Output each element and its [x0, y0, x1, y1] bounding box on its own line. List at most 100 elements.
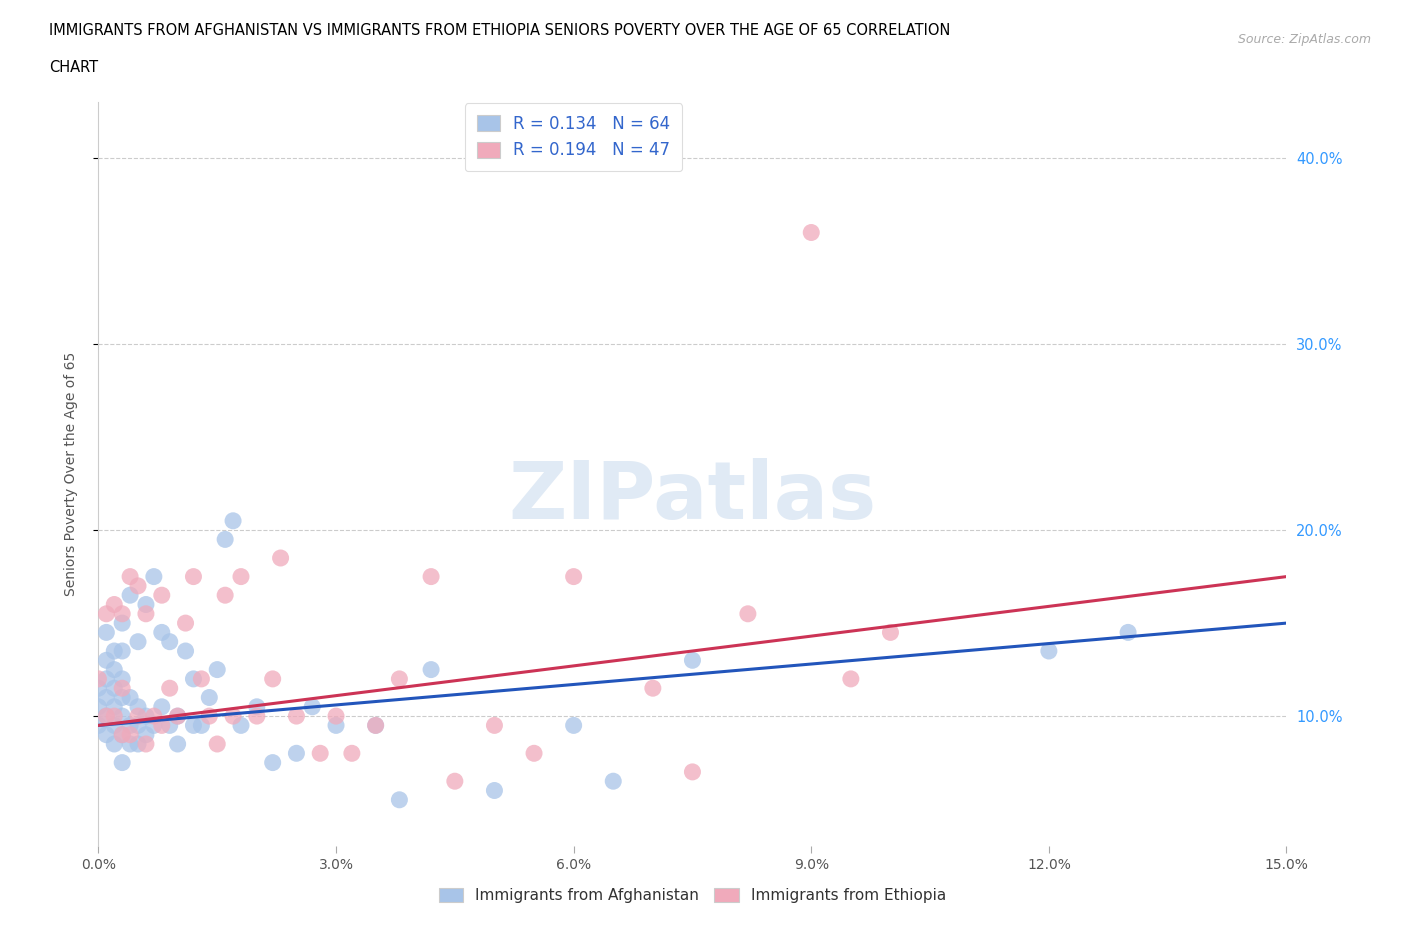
Point	[96, 606, 118, 621]
Point	[270, 551, 292, 565]
Point	[364, 718, 387, 733]
Point	[207, 737, 229, 751]
Point	[214, 588, 236, 603]
Point	[111, 606, 134, 621]
Point	[484, 718, 506, 733]
Point	[1116, 625, 1139, 640]
Point	[159, 718, 181, 733]
Point	[262, 755, 284, 770]
Point	[142, 709, 165, 724]
Point	[96, 653, 118, 668]
Point	[737, 606, 759, 621]
Point	[150, 699, 173, 714]
Point	[198, 709, 221, 724]
Point	[207, 662, 229, 677]
Text: IMMIGRANTS FROM AFGHANISTAN VS IMMIGRANTS FROM ETHIOPIA SENIORS POVERTY OVER THE: IMMIGRANTS FROM AFGHANISTAN VS IMMIGRANT…	[49, 23, 950, 38]
Point	[127, 718, 149, 733]
Point	[174, 616, 197, 631]
Point	[120, 569, 142, 584]
Point	[96, 625, 118, 640]
Point	[166, 709, 188, 724]
Point	[340, 746, 363, 761]
Point	[198, 690, 221, 705]
Point	[246, 699, 269, 714]
Point	[1038, 644, 1060, 658]
Point	[420, 569, 443, 584]
Point	[166, 709, 188, 724]
Point	[150, 625, 173, 640]
Point	[190, 671, 212, 686]
Point	[135, 727, 157, 742]
Point	[111, 671, 134, 686]
Point	[800, 225, 823, 240]
Point	[682, 764, 704, 779]
Point	[111, 644, 134, 658]
Point	[142, 569, 165, 584]
Point	[682, 653, 704, 668]
Point	[159, 681, 181, 696]
Point	[87, 671, 110, 686]
Point	[120, 727, 142, 742]
Point	[120, 588, 142, 603]
Point	[103, 709, 125, 724]
Point	[388, 792, 411, 807]
Point	[127, 737, 149, 751]
Y-axis label: Seniors Poverty Over the Age of 65: Seniors Poverty Over the Age of 65	[63, 352, 77, 596]
Point	[111, 727, 134, 742]
Point	[135, 597, 157, 612]
Point	[839, 671, 862, 686]
Point	[142, 718, 165, 733]
Point	[87, 699, 110, 714]
Point	[111, 616, 134, 631]
Text: CHART: CHART	[49, 60, 98, 75]
Point	[602, 774, 624, 789]
Point	[103, 644, 125, 658]
Point	[103, 681, 125, 696]
Point	[96, 690, 118, 705]
Point	[111, 681, 134, 696]
Point	[103, 597, 125, 612]
Point	[364, 718, 387, 733]
Text: ZIPatlas: ZIPatlas	[509, 458, 876, 536]
Point	[96, 727, 118, 742]
Point	[484, 783, 506, 798]
Point	[174, 644, 197, 658]
Point	[325, 709, 347, 724]
Point	[222, 709, 245, 724]
Point	[120, 737, 142, 751]
Text: Source: ZipAtlas.com: Source: ZipAtlas.com	[1237, 33, 1371, 46]
Point	[523, 746, 546, 761]
Point	[229, 569, 252, 584]
Point	[159, 634, 181, 649]
Point	[127, 709, 149, 724]
Point	[120, 690, 142, 705]
Point	[87, 718, 110, 733]
Point	[120, 718, 142, 733]
Point	[262, 671, 284, 686]
Point	[103, 737, 125, 751]
Point	[190, 718, 212, 733]
Point	[214, 532, 236, 547]
Point	[183, 569, 205, 584]
Point	[96, 709, 118, 724]
Point	[325, 718, 347, 733]
Legend: Immigrants from Afghanistan, Immigrants from Ethiopia: Immigrants from Afghanistan, Immigrants …	[433, 882, 952, 910]
Point	[103, 699, 125, 714]
Point	[879, 625, 901, 640]
Point	[135, 737, 157, 751]
Point	[641, 681, 664, 696]
Point	[127, 578, 149, 593]
Point	[96, 709, 118, 724]
Point	[96, 671, 118, 686]
Point	[388, 671, 411, 686]
Point	[111, 709, 134, 724]
Point	[222, 513, 245, 528]
Point	[103, 718, 125, 733]
Point	[127, 699, 149, 714]
Point	[229, 718, 252, 733]
Point	[420, 662, 443, 677]
Point	[444, 774, 467, 789]
Point	[111, 727, 134, 742]
Point	[135, 709, 157, 724]
Point	[285, 709, 308, 724]
